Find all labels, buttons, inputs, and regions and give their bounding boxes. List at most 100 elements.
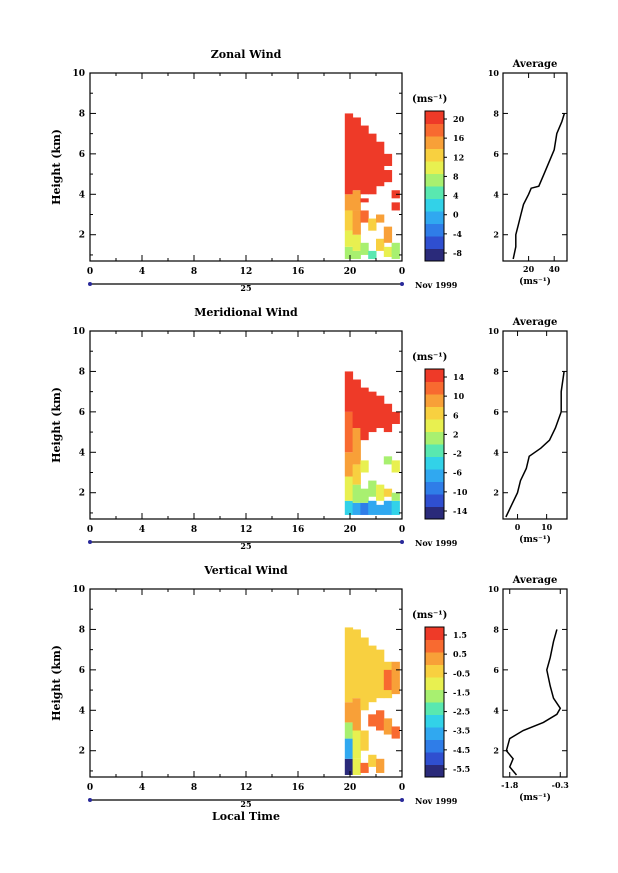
colorbar-tick-label: -2	[453, 449, 462, 459]
average-y-tick-label: 4	[493, 447, 499, 457]
x-tick-label: 4	[139, 267, 145, 277]
average-frame	[502, 330, 568, 520]
colorbar-swatch	[425, 173, 444, 187]
x-tick-label: 0	[399, 783, 405, 793]
y-tick-label: 10	[72, 69, 85, 79]
colorbar-tick-label: -5.5	[453, 764, 470, 774]
y-axis-label: Height (km)	[50, 129, 63, 205]
colorbar-tick-label: 10	[453, 391, 465, 401]
average-title: Average	[512, 575, 558, 586]
colorbar-swatch	[425, 506, 444, 520]
y-tick-label: 6	[79, 666, 85, 676]
y-tick-label: 2	[79, 747, 85, 757]
date-tick-label: 25	[240, 541, 251, 551]
date-axis-start-marker	[88, 540, 92, 544]
colorbar-swatch	[425, 419, 444, 432]
field-cell	[383, 246, 393, 257]
field-cell	[368, 754, 377, 767]
field-cell	[391, 202, 400, 211]
panel-title: Meridional Wind	[194, 306, 298, 319]
average-y-tick-label: 6	[493, 665, 499, 675]
date-tick-label: 25	[240, 799, 251, 809]
average-y-tick-label: 4	[493, 189, 499, 199]
colorbar-tick-label: 0.5	[453, 649, 467, 659]
average-profile-line	[512, 113, 566, 260]
y-tick-label: 10	[72, 585, 85, 595]
field-cell	[360, 387, 369, 441]
x-tick-label: 16	[292, 783, 305, 793]
field-cell	[344, 452, 354, 477]
colorbar-tick-label: -4	[453, 229, 462, 239]
colorbar-tick-label: 12	[453, 152, 464, 162]
colorbar-swatch	[425, 639, 444, 653]
field-cell	[368, 391, 377, 433]
average-x-tick-label: 0	[515, 522, 521, 532]
colorbar-tick-label: 8	[453, 171, 459, 181]
x-tick-label: 20	[344, 525, 357, 535]
average-title: Average	[512, 317, 558, 328]
field-cell	[360, 242, 369, 255]
y-tick-label: 2	[79, 231, 85, 241]
colorbar-frame	[424, 110, 445, 262]
field-cell	[352, 502, 361, 515]
field-cell	[368, 714, 377, 727]
average-title: Average	[512, 59, 558, 70]
field-cell	[368, 500, 377, 515]
field-cell	[383, 153, 393, 166]
field-cell	[344, 758, 354, 775]
average-frame	[502, 588, 568, 778]
colorbar-swatch	[425, 481, 444, 495]
field-cell	[352, 464, 361, 485]
colorbar-tick-label: 14	[453, 372, 465, 382]
field-cell	[376, 238, 385, 251]
y-tick-label: 10	[72, 327, 85, 337]
x-tick-label: 16	[292, 267, 305, 277]
colorbar-tick-label: 20	[453, 114, 465, 124]
field-cell	[352, 428, 361, 465]
colorbar-swatch	[425, 431, 444, 445]
colorbar-tick-label: 2	[453, 429, 459, 439]
panel-3: Vertical Wind 0 4 8 12 16 20 0 2 4 6 8 10 Height (km)…	[50, 564, 569, 823]
date-axis-start-marker	[88, 282, 92, 286]
colorbar-swatch	[425, 456, 444, 470]
y-tick-label: 6	[79, 150, 85, 160]
average-y-tick-label: 2	[493, 488, 499, 498]
date-suffix: Nov 1999	[415, 538, 458, 548]
date-axis-end-marker	[400, 540, 404, 544]
field-cell	[360, 730, 369, 751]
x-tick-label: 0	[87, 267, 93, 277]
field-cell	[376, 484, 385, 501]
field-cell	[391, 190, 400, 199]
colorbar-swatch	[425, 677, 444, 690]
field-cell	[352, 210, 361, 235]
field-cell	[360, 637, 369, 711]
colorbar-swatch	[425, 186, 444, 199]
y-tick-label: 8	[79, 109, 85, 119]
x-tick-label: 20	[344, 267, 357, 277]
colorbar-unit: (ms⁻¹)	[412, 610, 447, 621]
field-cell	[391, 492, 400, 501]
average-x-tick-label: -0.3	[552, 780, 570, 790]
colorbar-swatch	[425, 123, 444, 137]
field-cell	[383, 718, 393, 735]
x-tick-label: 0	[399, 267, 405, 277]
colorbar-tick-label: -0.5	[453, 668, 470, 678]
colorbar-tick-label: -1.5	[453, 687, 470, 697]
y-tick-label: 8	[79, 367, 85, 377]
colorbar-swatch	[425, 739, 444, 753]
field-cell	[391, 726, 400, 739]
y-tick-label: 2	[79, 489, 85, 499]
field-cell	[368, 480, 377, 497]
field-cell	[383, 488, 393, 497]
colorbar-tick-label: 1.5	[453, 630, 467, 640]
field-cell	[344, 627, 354, 703]
colorbar-tick-label: -4.5	[453, 745, 470, 755]
colorbar-swatch	[425, 381, 444, 395]
colorbar-swatch	[425, 764, 444, 778]
colorbar-frame	[424, 368, 445, 520]
field-cell	[391, 411, 400, 424]
field-cell	[352, 758, 361, 775]
field-cell	[391, 460, 400, 473]
